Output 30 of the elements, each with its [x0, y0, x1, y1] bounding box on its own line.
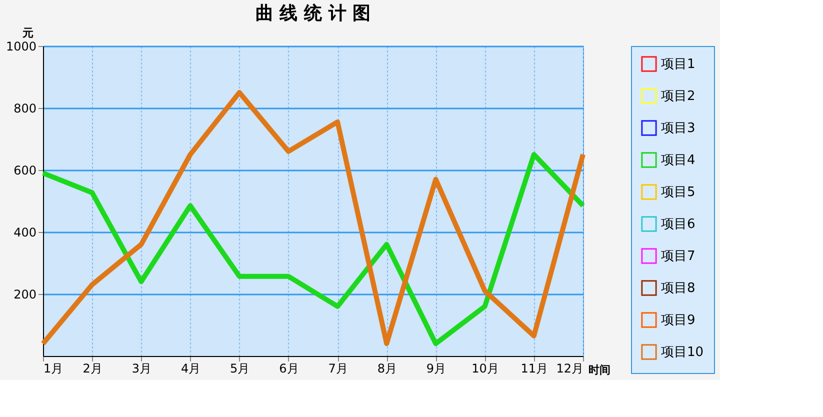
x-tick-label: 4月 — [180, 362, 201, 376]
x-tick-label: 1月 — [44, 362, 64, 376]
x-tick-label: 6月 — [279, 362, 299, 376]
x-tick-label: 5月 — [230, 362, 250, 376]
x-tick-label: 12月 — [556, 362, 584, 376]
y-tick-label: 800 — [14, 102, 36, 116]
y-tick-label: 1000 — [6, 40, 36, 54]
x-tick-label: 9月 — [426, 362, 446, 376]
chart-title: 曲 线 统 计 图 — [255, 3, 371, 24]
legend-label: 项目6 — [661, 217, 696, 232]
y-axis-title: 元 — [22, 26, 34, 40]
x-tick-label: 2月 — [82, 362, 102, 376]
x-axis-title: 时间 — [588, 364, 610, 376]
legend-label: 项目10 — [661, 345, 704, 360]
legend-label: 项目8 — [661, 281, 696, 296]
y-tick-label: 600 — [14, 164, 36, 178]
legend-label: 项目3 — [661, 121, 696, 136]
legend-label: 项目7 — [661, 249, 696, 264]
legend-label: 项目9 — [661, 313, 696, 328]
legend-label: 项目1 — [661, 57, 696, 72]
x-tick-label: 8月 — [377, 362, 397, 376]
legend-label: 项目4 — [661, 153, 696, 168]
x-tick-label: 3月 — [132, 362, 152, 376]
y-tick-label: 400 — [14, 226, 36, 240]
x-tick-label: 7月 — [328, 362, 348, 376]
legend-label: 项目2 — [661, 89, 696, 104]
x-tick-label: 10月 — [472, 362, 499, 376]
x-tick-label: 11月 — [520, 362, 548, 376]
y-tick-label: 200 — [14, 288, 36, 302]
legend-label: 项目5 — [661, 185, 696, 200]
